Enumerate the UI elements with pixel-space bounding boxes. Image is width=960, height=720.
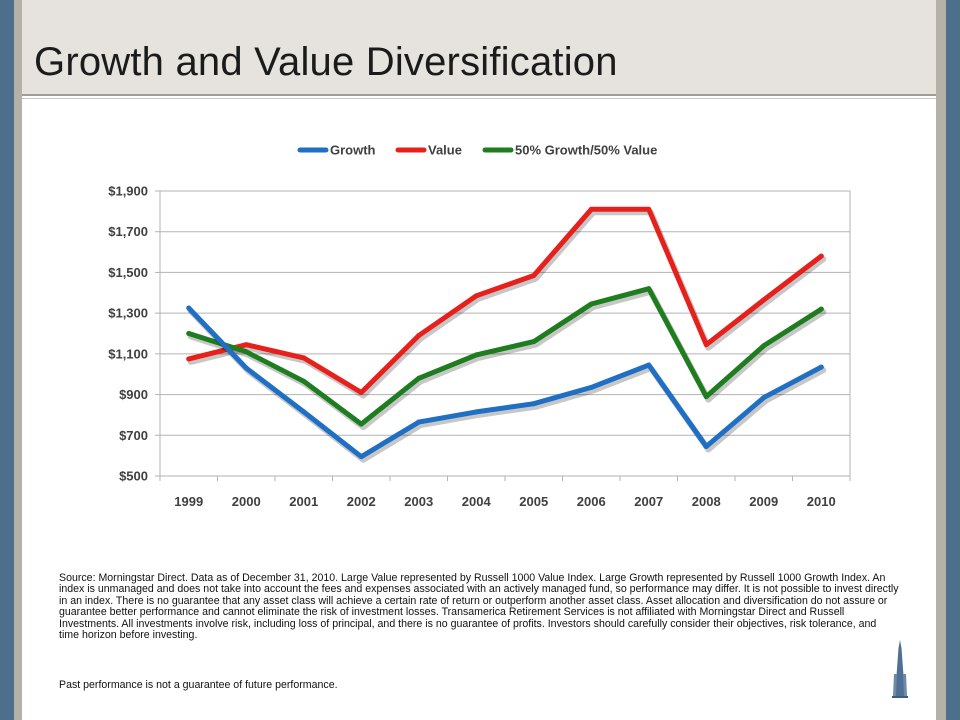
data-point (531, 272, 537, 278)
x-tick-label: 2002 (347, 494, 376, 509)
data-point (761, 297, 767, 303)
data-point (531, 401, 537, 407)
past-performance-note: Past performance is not a guarantee of f… (59, 679, 338, 691)
data-point (646, 206, 652, 212)
y-tick-label: $900 (119, 387, 148, 402)
series-line-growth (186, 305, 824, 460)
data-point (588, 301, 594, 307)
x-tick-label: 2001 (289, 494, 318, 509)
data-point (761, 343, 767, 349)
data-point (646, 362, 652, 368)
title-bar: Growth and Value Diversification (22, 0, 936, 94)
series-line-value (186, 206, 824, 395)
legend-label: Value (428, 143, 462, 158)
x-tick-label: 2000 (232, 494, 261, 509)
y-tick-label: $1,700 (108, 224, 148, 239)
line-chart: $500 $700 $900 $1,100 $1,300 $1,500 $1,700 $1,9… (108, 143, 851, 509)
data-point (473, 293, 479, 299)
slide-frame-left (0, 0, 14, 720)
y-tick-label: $500 (119, 469, 148, 484)
y-tick-label: $1,900 (108, 184, 148, 199)
y-tick-label: $1,500 (108, 265, 148, 280)
data-point (818, 306, 824, 312)
plot-area (159, 190, 851, 477)
x-tick-label: 2005 (519, 494, 548, 509)
data-point (243, 365, 249, 371)
slide-frame-right (946, 0, 960, 720)
data-point (473, 352, 479, 358)
data-point (588, 384, 594, 390)
data-point (703, 342, 709, 348)
slide: Growth and Value Diversification $500 $70… (22, 0, 936, 720)
data-point (646, 286, 652, 292)
data-point (301, 409, 307, 415)
slide-frame-right-inner (936, 0, 946, 720)
x-tick-label: 2006 (577, 494, 606, 509)
data-point (703, 394, 709, 400)
legend-label: Growth (330, 143, 376, 158)
data-point (531, 339, 537, 345)
data-point (416, 333, 422, 339)
y-tick-label: $1,100 (108, 346, 148, 361)
data-point (358, 390, 364, 396)
x-tick-label: 2009 (749, 494, 778, 509)
x-tick-label: 2010 (807, 494, 836, 509)
y-tick-label: $700 (119, 428, 148, 443)
data-point (243, 342, 249, 348)
data-point (416, 419, 422, 425)
data-point (301, 355, 307, 361)
data-point (588, 206, 594, 212)
x-tick-label: 1999 (174, 494, 203, 509)
source-note: Source: Morningstar Direct. Data as of D… (59, 572, 899, 642)
data-point (186, 331, 192, 336)
series-line-50-growth-50-value (186, 286, 824, 427)
data-point (186, 305, 192, 311)
data-point (186, 356, 192, 362)
title-divider-thin (22, 98, 936, 99)
x-tick-label: 2003 (404, 494, 433, 509)
data-point (358, 421, 364, 427)
data-point (761, 395, 767, 401)
data-point (703, 443, 709, 449)
transamerica-pyramid-logo-icon (892, 640, 908, 698)
data-point (473, 409, 479, 415)
data-point (301, 378, 307, 384)
y-tick-label: $1,300 (108, 306, 148, 321)
data-point (416, 375, 422, 381)
title-divider (22, 94, 936, 96)
x-tick-label: 2008 (692, 494, 721, 509)
data-point (818, 253, 824, 259)
slide-title: Growth and Value Diversification (34, 40, 618, 84)
data-point (243, 349, 249, 355)
x-tick-label: 2007 (634, 494, 663, 509)
slide-frame-left-inner (14, 0, 22, 720)
data-point (818, 364, 824, 370)
x-tick-label: 2004 (462, 494, 492, 509)
legend-label: 50% Growth/50% Value (515, 143, 657, 158)
data-point (358, 454, 364, 460)
series-line-shadow (187, 209, 827, 399)
